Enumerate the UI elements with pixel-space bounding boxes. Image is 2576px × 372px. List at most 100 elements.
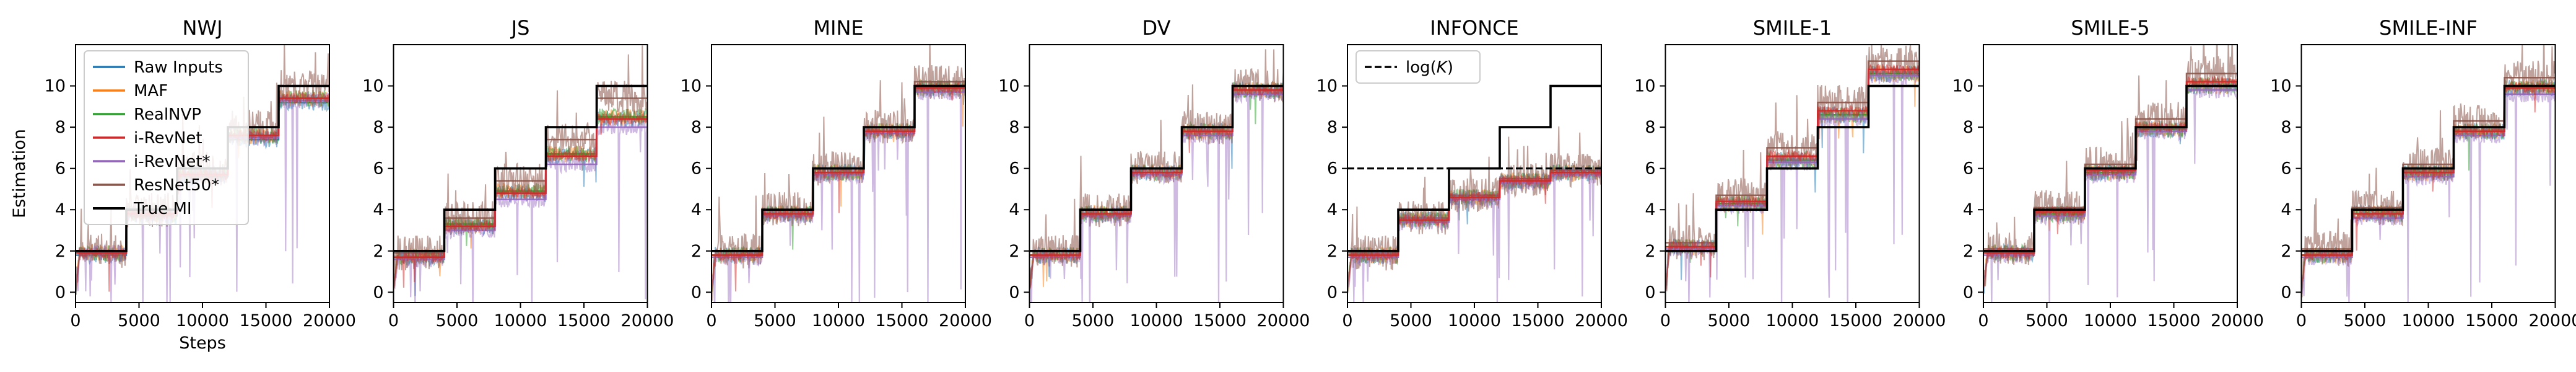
true-mi-line (1983, 84, 2237, 252)
series-i-revnet-mean (1029, 89, 1284, 256)
y-tick-label: 2 (691, 242, 702, 261)
y-tick-label: 4 (373, 200, 383, 219)
panel-smile-1: 0 5000 10000 15000 20000 0 2 4 6 8 10 SMILE-1 (1634, 16, 1946, 330)
legend-entry-maf: MAF (93, 82, 168, 100)
axes-frame (1664, 44, 1920, 303)
series-i-revnet-mean (1665, 74, 1920, 250)
y-tick: 8 (373, 118, 394, 137)
x-tick: 20000 (1575, 303, 1628, 330)
x-axis-label: Steps (179, 334, 226, 353)
x-tick: 20000 (621, 303, 674, 330)
x-tick-label: 5000 (436, 311, 479, 330)
x-tick-label: 10000 (2084, 311, 2137, 330)
plot-area (711, 45, 965, 303)
y-tick: 10 (998, 77, 1030, 96)
panel-title: INFONCE (1430, 16, 1518, 40)
x-tick-label: 20000 (939, 311, 992, 330)
y-tick-label: 2 (1645, 242, 1655, 261)
x-tick: 10000 (2402, 303, 2455, 330)
x-tick: 5000 (2026, 303, 2068, 330)
legend-label-k: K (1437, 58, 1448, 77)
y-tick: 0 (373, 283, 394, 302)
legend-entry-realnvp: RealNVP (93, 105, 201, 124)
x-tick-label: 5000 (1708, 311, 1751, 330)
x-tick: 10000 (812, 303, 865, 330)
x-tick: 5000 (1390, 303, 1432, 330)
x-tick-label: 5000 (1390, 311, 1432, 330)
y-tick: 6 (691, 159, 711, 179)
y-tick-label: 4 (1327, 200, 1338, 219)
x-tick: 20000 (1257, 303, 1310, 330)
series-resnet50-line (711, 45, 965, 301)
x-tick-label: 15000 (1829, 311, 1882, 330)
y-tick-label: 0 (1009, 283, 1019, 302)
panel-nwj: 0 5000 10000 15000 20000 0 2 4 6 8 10 NWJ Steps Estim… (10, 16, 356, 353)
y-tick-label: 4 (691, 200, 702, 219)
y-tick: 4 (1645, 200, 1666, 219)
plot-area (1983, 45, 2237, 303)
y-tick-label: 10 (1952, 77, 1973, 96)
true-mi-line (2301, 84, 2556, 252)
x-tick-label: 0 (388, 311, 399, 330)
series-i-revnet-line (393, 118, 648, 303)
x-tick: 15000 (1512, 303, 1565, 330)
y-tick: 6 (2281, 159, 2302, 179)
y-tick-label: 6 (1327, 159, 1338, 179)
legend-label: log(K) (1406, 58, 1453, 77)
x-tick: 15000 (876, 303, 928, 330)
y-tick-label: 4 (2281, 200, 2291, 219)
panel-mine: 0 5000 10000 15000 20000 0 2 4 6 8 10 MINE (681, 16, 992, 330)
legend-label: i-RevNet (134, 129, 202, 148)
legend-entry-true-mi: True MI (93, 200, 192, 218)
series-raw-inputs-line (393, 110, 648, 296)
y-tick: 4 (55, 200, 76, 219)
y-tick-label: 2 (1327, 242, 1338, 261)
legend: Raw Inputs MAF RealNVP i-RevNet i-RevNet* Res… (84, 50, 249, 225)
x-tick: 0 (1342, 303, 1353, 330)
y-tick-label: 4 (1009, 200, 1019, 219)
x-tick-label: 0 (1342, 311, 1352, 330)
x-tick: 15000 (557, 303, 611, 330)
y-tick: 0 (1009, 283, 1030, 302)
x-tick-label: 5000 (2344, 311, 2387, 330)
panel-dv: 0 5000 10000 15000 20000 0 2 4 6 8 10 DV (998, 16, 1310, 330)
y-tick-label: 10 (1316, 77, 1338, 96)
x-tick: 5000 (436, 303, 479, 330)
x-tick-label: 20000 (2211, 311, 2264, 330)
series-i-revnet-line (1665, 63, 1920, 290)
legend-label-close: ) (1447, 58, 1453, 77)
y-tick-label: 8 (1009, 118, 1019, 137)
x-tick: 20000 (1893, 303, 1946, 330)
y-tick-label: 10 (2270, 77, 2291, 96)
y-tick-label: 8 (1963, 118, 1973, 137)
y-tick: 10 (1316, 77, 1347, 96)
y-tick-label: 0 (691, 283, 702, 302)
series-resnet50-line (1983, 45, 2237, 286)
y-tick-label: 4 (1963, 200, 1973, 219)
x-tick-label: 20000 (1575, 311, 1628, 330)
x-tick-label: 0 (70, 311, 80, 330)
y-tick: 2 (691, 242, 711, 261)
y-tick-label: 2 (2281, 242, 2291, 261)
x-tick: 0 (1024, 303, 1035, 330)
x-tick: 15000 (2147, 303, 2201, 330)
y-tick-label: 10 (1634, 77, 1655, 96)
series-maf-line (1347, 164, 1601, 293)
x-tick: 0 (1978, 303, 1989, 330)
legend-entry-raw-inputs: Raw Inputs (93, 58, 223, 77)
y-tick-label: 10 (45, 77, 66, 96)
series-i-revnet-line (1665, 66, 1920, 303)
true-mi-line (393, 84, 648, 252)
x-tick-label: 15000 (2147, 311, 2201, 330)
legend-entry-i-revnet: i-RevNet* (93, 153, 211, 171)
y-tick-label: 6 (55, 159, 66, 179)
x-tick-label: 5000 (2026, 311, 2068, 330)
y-tick-label: 6 (691, 159, 702, 179)
y-tick-label: 0 (373, 283, 383, 302)
x-tick: 10000 (494, 303, 547, 330)
y-tick-label: 8 (1327, 118, 1338, 137)
y-tick: 10 (45, 77, 76, 96)
y-tick: 10 (1952, 77, 1983, 96)
x-tick-label: 15000 (1512, 311, 1565, 330)
y-tick-label: 0 (55, 283, 66, 302)
